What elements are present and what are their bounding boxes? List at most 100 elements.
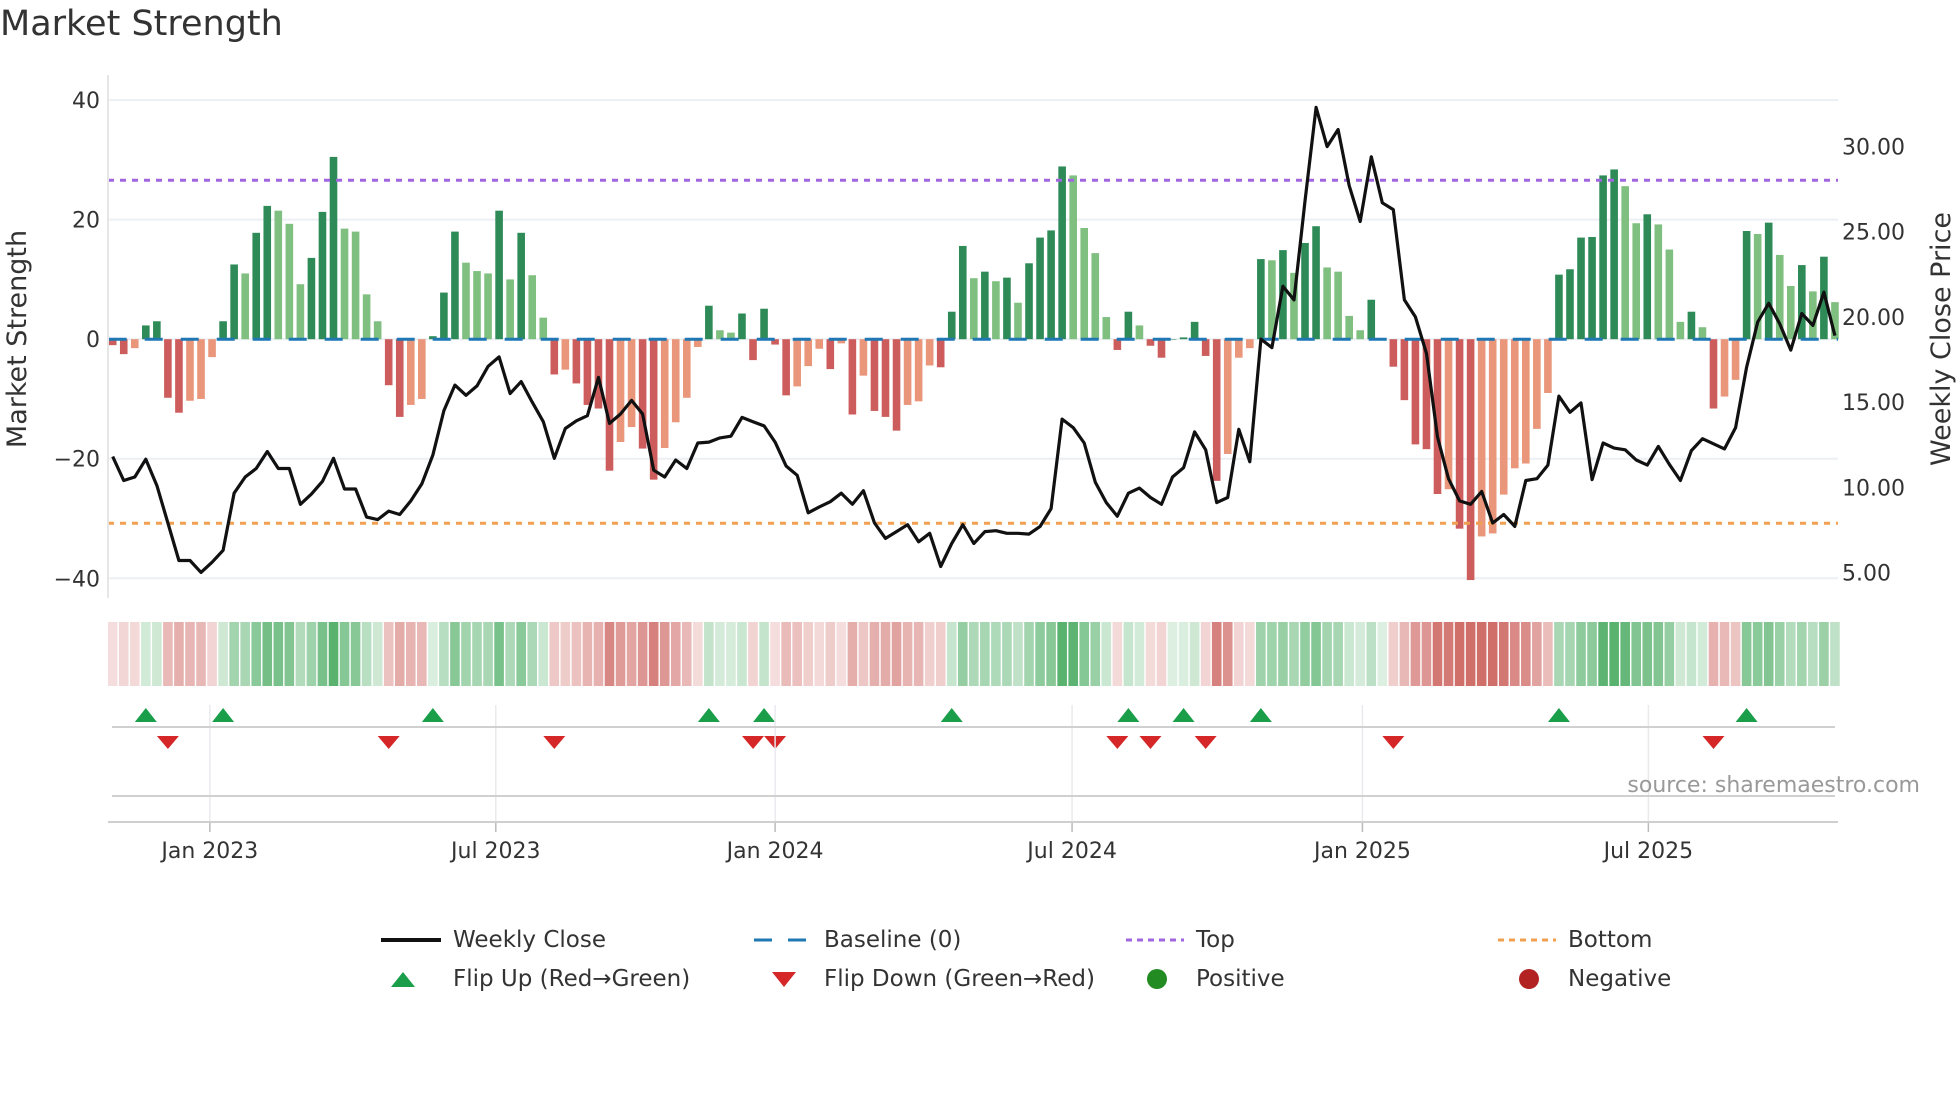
strength-bar xyxy=(263,205,272,340)
y-axis-title: Market Strength xyxy=(2,230,33,448)
strength-bar xyxy=(230,264,238,340)
y2-tick-label: 30.00 xyxy=(1842,136,1905,161)
strength-bar xyxy=(1455,339,1464,529)
strength-bar xyxy=(1135,325,1144,340)
strength-bar xyxy=(1323,267,1331,340)
heat-cell xyxy=(1377,622,1388,686)
y2-tick-label: 10.00 xyxy=(1842,476,1905,501)
heat-cell xyxy=(704,622,714,686)
reference-lines xyxy=(108,178,1838,525)
flip-up-marker xyxy=(212,708,235,722)
strength-bar xyxy=(1577,237,1585,340)
heat-cell xyxy=(670,622,681,686)
strength-bar xyxy=(175,339,183,413)
heat-cell xyxy=(372,622,383,686)
strength-bar xyxy=(738,313,746,340)
strength-bar xyxy=(627,339,636,428)
strength-bar xyxy=(351,231,360,340)
strength-bar xyxy=(1698,327,1707,340)
heat-cell xyxy=(196,622,206,686)
strength-bar xyxy=(208,339,216,358)
heat-cell xyxy=(726,622,736,686)
legend-label: Negative xyxy=(1568,966,1672,992)
strength-bar xyxy=(406,339,415,405)
y2-tick-label: 20.00 xyxy=(1842,306,1905,331)
heat-cell xyxy=(1642,622,1653,686)
x-tick-label: Jan 2025 xyxy=(1312,839,1411,864)
heat-cell xyxy=(1211,622,1222,686)
flip-down-marker xyxy=(742,736,765,749)
heat-cell xyxy=(880,622,891,686)
heat-cell xyxy=(450,622,460,686)
heat-cell xyxy=(207,622,217,686)
heat-cell xyxy=(240,622,250,686)
heat-cell xyxy=(969,622,979,686)
heat-cell xyxy=(1222,622,1233,686)
strength-bar xyxy=(594,339,603,409)
strength-bar xyxy=(936,339,945,368)
heat-cell xyxy=(1598,622,1608,686)
strength-bar xyxy=(318,211,327,340)
heat-cell xyxy=(582,622,593,686)
heat-cell xyxy=(1664,622,1675,686)
heat-cell xyxy=(1079,622,1090,686)
heat-cell xyxy=(803,622,814,686)
strength-bar xyxy=(1389,339,1398,367)
flip-down-marker xyxy=(1702,736,1725,749)
strength-bar xyxy=(793,339,801,387)
strength-bar xyxy=(142,325,150,340)
heat-cell xyxy=(715,622,725,686)
heat-cell xyxy=(538,622,549,686)
strength-bar xyxy=(274,210,283,340)
strength-bar xyxy=(1190,321,1199,340)
strength-bar xyxy=(1212,339,1221,481)
strength-bar xyxy=(484,273,492,340)
strength-bar xyxy=(958,245,967,340)
heat-cell xyxy=(472,622,482,686)
strength-bar xyxy=(1610,169,1618,340)
strength-bar xyxy=(1411,339,1420,445)
heat-cell xyxy=(593,622,604,686)
strength-bar xyxy=(970,278,978,340)
heat-cell xyxy=(229,622,239,686)
heat-cell xyxy=(571,622,582,686)
heat-cell xyxy=(1112,622,1123,686)
strength-bar xyxy=(925,339,934,366)
strength-bar xyxy=(947,311,956,340)
flip-up-marker xyxy=(1249,708,1272,722)
heat-cell xyxy=(1487,622,1498,686)
strength-bar xyxy=(1687,311,1696,340)
heat-cell xyxy=(770,622,780,686)
heat-cell xyxy=(218,622,228,686)
flip-down-marker xyxy=(377,736,400,749)
strength-bar xyxy=(130,339,139,349)
heat-cell xyxy=(439,622,449,686)
strength-bar xyxy=(1168,339,1177,340)
heat-cell xyxy=(1476,622,1487,686)
strength-bar xyxy=(1588,236,1596,340)
flip-up-marker xyxy=(940,708,963,722)
strength-bar xyxy=(1510,339,1519,469)
strength-bar xyxy=(119,339,128,355)
flip-up-marker xyxy=(753,708,776,722)
strength-bar xyxy=(682,339,691,398)
strength-bar xyxy=(804,339,813,367)
heat-cell xyxy=(1785,622,1796,686)
strength-bar xyxy=(241,273,249,340)
heat-cell xyxy=(1763,622,1774,686)
dashed-line-icon xyxy=(754,938,812,942)
strength-bar xyxy=(1223,339,1232,454)
strength-bar xyxy=(1157,339,1166,358)
strength-bar xyxy=(1775,254,1784,340)
heat-cell xyxy=(428,622,438,686)
heat-cell xyxy=(648,622,659,686)
legend-label: Positive xyxy=(1196,966,1285,992)
strength-bar xyxy=(1124,311,1133,340)
flip-up-marker xyxy=(1547,708,1570,722)
strength-bar xyxy=(892,339,901,431)
strength-bar xyxy=(837,339,846,344)
strength-bar xyxy=(1798,265,1806,340)
strength-bar xyxy=(1422,339,1431,450)
heat-cell xyxy=(1609,622,1619,686)
strength-bar xyxy=(528,275,537,340)
